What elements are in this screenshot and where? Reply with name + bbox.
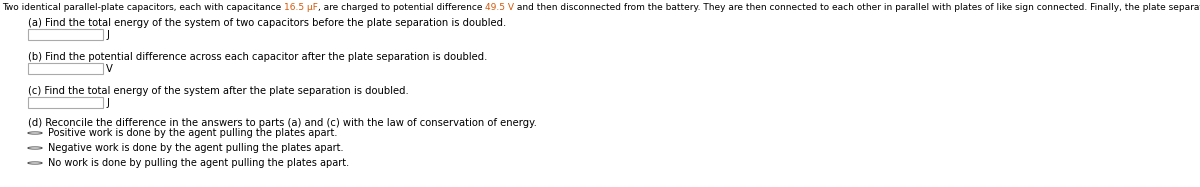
Text: 49.5 V: 49.5 V — [485, 3, 515, 12]
Text: , are charged to potential difference: , are charged to potential difference — [318, 3, 485, 12]
Text: (c) Find the total energy of the system after the plate separation is doubled.: (c) Find the total energy of the system … — [28, 86, 409, 96]
Bar — [28, 97, 103, 108]
Text: Negative work is done by the agent pulling the plates apart.: Negative work is done by the agent pulli… — [48, 143, 343, 153]
Text: Positive work is done by the agent pulling the plates apart.: Positive work is done by the agent pulli… — [48, 128, 337, 138]
Text: J: J — [106, 30, 109, 39]
Text: (b) Find the potential difference across each capacitor after the plate separati: (b) Find the potential difference across… — [28, 52, 487, 62]
Text: V: V — [106, 64, 113, 73]
Bar — [28, 63, 103, 74]
Text: No work is done by pulling the agent pulling the plates apart.: No work is done by pulling the agent pul… — [48, 158, 349, 168]
Text: (a) Find the total energy of the system of two capacitors before the plate separ: (a) Find the total energy of the system … — [28, 18, 506, 28]
Text: 16.5 μF: 16.5 μF — [284, 3, 318, 12]
Text: (d) Reconcile the difference in the answers to parts (a) and (c) with the law of: (d) Reconcile the difference in the answ… — [28, 118, 536, 128]
Bar — [28, 29, 103, 40]
Text: Two identical parallel-plate capacitors, each with capacitance: Two identical parallel-plate capacitors,… — [2, 3, 284, 12]
Text: and then disconnected from the battery. They are then connected to each other in: and then disconnected from the battery. … — [515, 3, 1200, 12]
Text: J: J — [106, 97, 109, 108]
